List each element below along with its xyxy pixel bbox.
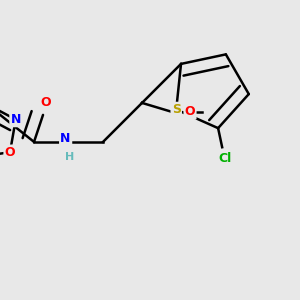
Text: N: N [60, 132, 71, 146]
Text: O: O [5, 146, 15, 159]
Text: O: O [185, 105, 195, 119]
Text: N: N [11, 113, 21, 126]
Text: H: H [65, 152, 75, 162]
Text: O: O [41, 96, 51, 110]
Text: Cl: Cl [218, 152, 231, 165]
Text: S: S [172, 103, 181, 116]
